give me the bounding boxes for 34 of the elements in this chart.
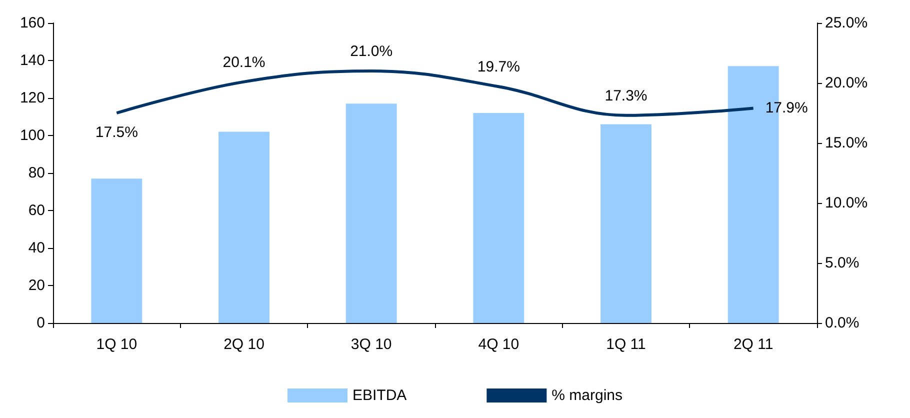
data-label: 20.1% [222,54,266,71]
y-tick-label: 40 [28,240,45,256]
bar [600,124,652,323]
y2-tick-label: 10.0% [825,194,868,212]
y-tick-label: 160 [20,14,45,32]
x-tick-label: 1Q 10 [96,336,138,353]
y-tick-label: 80 [28,164,45,182]
y-tick-label: 60 [28,202,45,219]
y-tick-label: 0 [36,314,45,332]
y2-tick-label: 0.0% [825,314,860,332]
x-tick-label: 3Q 10 [350,336,392,353]
y-tick-label: 100 [20,127,45,144]
data-label: 17.3% [604,87,648,104]
y-tick-label: 140 [20,52,45,69]
legend-label: % margins [552,387,623,404]
bar [473,113,524,323]
y2-tick-label: 20.0% [825,74,868,92]
bar [218,132,270,323]
data-label: 17.5% [95,124,138,141]
y2-tick-label: 15.0% [825,134,868,152]
y-tick-label: 20 [28,277,45,294]
x-tick-label: 4Q 10 [478,336,520,353]
y2-tick-label: 5.0% [825,254,860,272]
y2-tick-label: 25.0% [825,14,868,32]
legend-label: EBITDA [352,387,407,404]
x-tick-label: 2Q 10 [224,336,264,353]
x-tick-label: 1Q 11 [606,336,646,353]
data-label: 19.7% [477,58,520,76]
y-tick-label: 120 [20,90,45,106]
data-label: 17.9% [765,100,808,117]
bar [91,178,142,323]
data-label: 21.0% [350,43,393,60]
x-tick-label: 2Q 11 [733,336,774,353]
bar [346,104,397,323]
